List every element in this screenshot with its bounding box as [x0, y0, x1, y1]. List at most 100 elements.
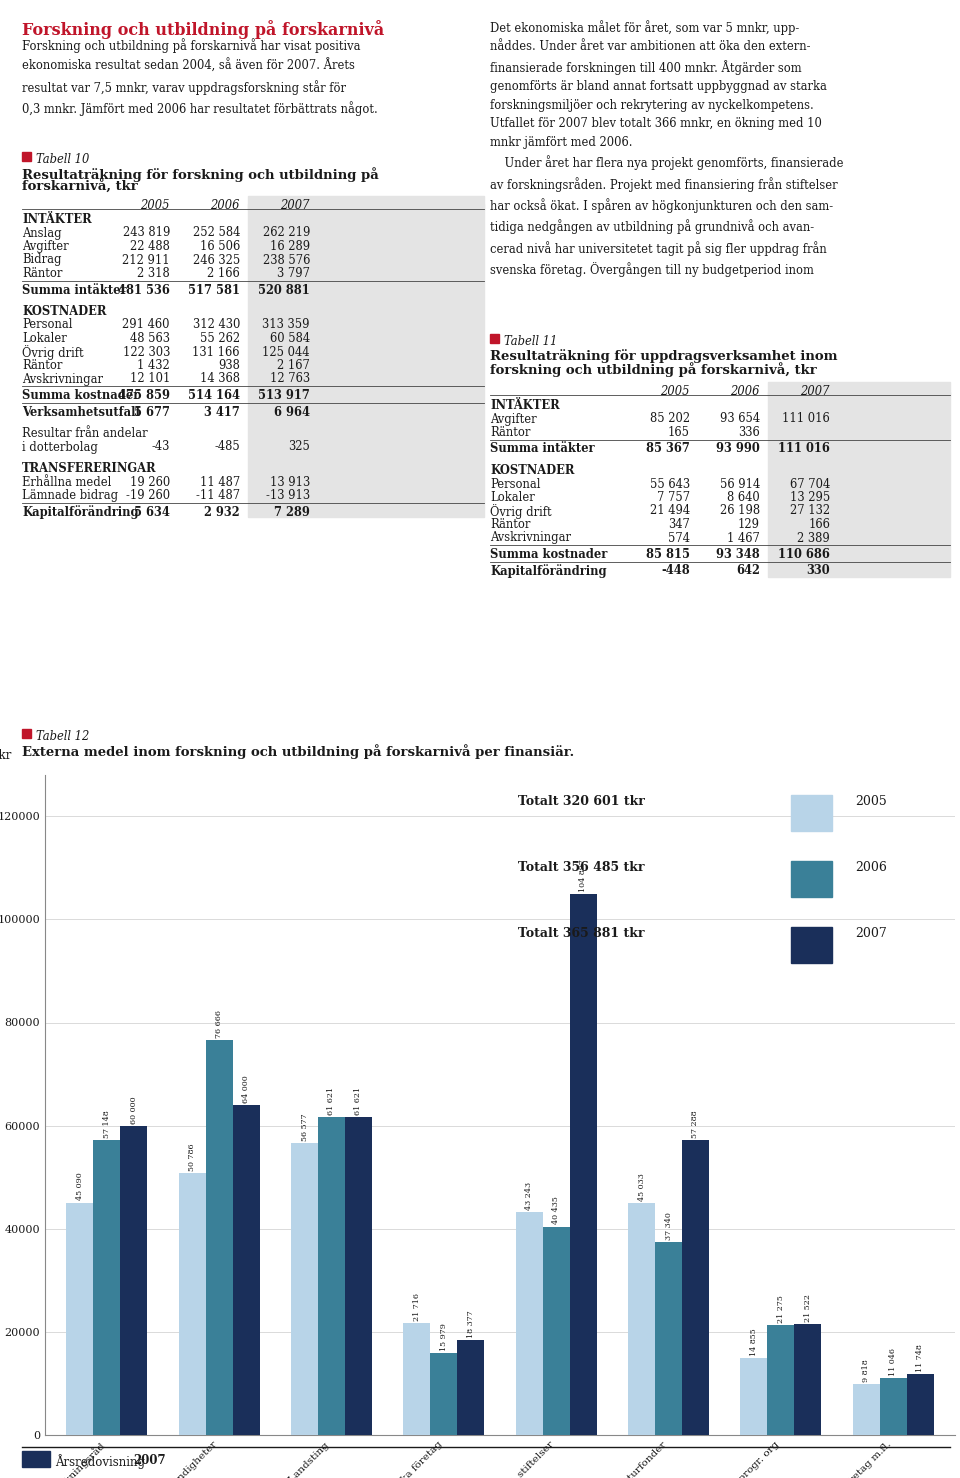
Bar [66, 1203, 93, 1435]
Text: forskning och utbildning på forskarnivå, tkr: forskning och utbildning på forskarnivå,… [490, 362, 817, 377]
Text: 513 917: 513 917 [258, 389, 310, 402]
Bar [542, 1227, 569, 1435]
Text: 125 044: 125 044 [262, 346, 310, 359]
Text: 2007: 2007 [855, 927, 887, 940]
Text: 246 325: 246 325 [193, 254, 240, 266]
Text: 85 202: 85 202 [650, 412, 690, 426]
Text: 37 340: 37 340 [664, 1212, 673, 1240]
Text: Totalt 356 485 tkr: Totalt 356 485 tkr [518, 860, 645, 873]
Bar [794, 1324, 822, 1435]
Text: 10: 10 [28, 1454, 44, 1468]
Bar [628, 1203, 655, 1435]
Text: 14 368: 14 368 [200, 372, 240, 386]
Text: 40 435: 40 435 [552, 1197, 561, 1224]
Text: -11 487: -11 487 [196, 489, 240, 503]
Bar [345, 1117, 372, 1435]
Bar [879, 1377, 906, 1435]
Text: 15 979: 15 979 [440, 1323, 447, 1351]
Text: 60 584: 60 584 [270, 333, 310, 344]
Text: 26 198: 26 198 [720, 504, 760, 517]
Text: 21 494: 21 494 [650, 504, 690, 517]
Text: Kapitalförändring: Kapitalförändring [490, 565, 607, 578]
Text: 48 563: 48 563 [130, 333, 170, 344]
Bar [179, 1174, 205, 1435]
Text: Avgifter: Avgifter [22, 239, 68, 253]
Text: TRANSFERERINGAR: TRANSFERERINGAR [22, 463, 156, 474]
Text: Personal: Personal [22, 318, 73, 331]
Text: Tabell 12: Tabell 12 [36, 730, 89, 743]
Text: 61 621: 61 621 [327, 1088, 335, 1116]
Bar [768, 381, 950, 396]
Text: -485: -485 [214, 440, 240, 454]
Text: 129: 129 [738, 517, 760, 531]
Text: 111 016: 111 016 [782, 412, 830, 426]
Text: 45 090: 45 090 [76, 1172, 84, 1200]
Text: Verksamhetsutfall: Verksamhetsutfall [22, 405, 140, 418]
Text: tkr: tkr [0, 749, 12, 761]
Bar [318, 1117, 345, 1435]
Text: 76 666: 76 666 [215, 1009, 223, 1038]
Bar [403, 1323, 430, 1435]
Bar [767, 1326, 794, 1435]
Text: 2007: 2007 [133, 1454, 166, 1468]
Text: 111 016: 111 016 [779, 442, 830, 455]
Text: 12 101: 12 101 [130, 372, 170, 386]
Text: 574: 574 [668, 532, 690, 544]
Text: Övrig drift: Övrig drift [22, 346, 84, 361]
Text: -19 260: -19 260 [126, 489, 170, 503]
Bar [22, 729, 31, 738]
Bar [791, 795, 832, 831]
Text: 3 797: 3 797 [277, 268, 310, 279]
Text: 13 913: 13 913 [270, 476, 310, 489]
Text: 60 000: 60 000 [130, 1097, 137, 1123]
Text: Bidrag: Bidrag [22, 254, 61, 266]
Bar [248, 197, 484, 210]
Text: 131 166: 131 166 [193, 346, 240, 359]
Text: Lokaler: Lokaler [490, 491, 535, 504]
Text: KOSTNADER: KOSTNADER [22, 304, 107, 318]
Text: 93 990: 93 990 [716, 442, 760, 455]
Text: 85 815: 85 815 [646, 548, 690, 562]
Text: Totalt 365 881 tkr: Totalt 365 881 tkr [518, 927, 645, 940]
Text: i dotterbolag: i dotterbolag [22, 440, 98, 454]
Text: -448: -448 [661, 565, 690, 578]
Text: Avskrivningar: Avskrivningar [490, 532, 571, 544]
Text: Räntor: Räntor [490, 426, 530, 439]
Text: 642: 642 [736, 565, 760, 578]
Text: Externa medel inom forskning och utbildning på forskarnivå per finansiär.: Externa medel inom forskning och utbildn… [22, 743, 574, 758]
Text: 85 367: 85 367 [646, 442, 690, 455]
Bar [768, 392, 950, 576]
Text: -13 913: -13 913 [266, 489, 310, 503]
Text: 243 819: 243 819 [123, 226, 170, 239]
Text: 2006: 2006 [210, 200, 240, 211]
Text: 122 303: 122 303 [123, 346, 170, 359]
Bar [22, 152, 31, 161]
Bar [22, 1451, 50, 1468]
Text: -43: -43 [152, 440, 170, 454]
Text: 5 634: 5 634 [134, 505, 170, 519]
Text: 14 855: 14 855 [750, 1329, 757, 1357]
Text: 93 348: 93 348 [716, 548, 760, 562]
Text: Summa kostnader: Summa kostnader [22, 389, 139, 402]
Bar [457, 1341, 484, 1435]
Bar [569, 894, 596, 1435]
Text: Summa intäkter: Summa intäkter [22, 284, 127, 297]
Text: Resultaträkning för uppdragsverksamhet inom: Resultaträkning för uppdragsverksamhet i… [490, 349, 837, 364]
Text: 7 289: 7 289 [275, 505, 310, 519]
Bar [655, 1243, 682, 1435]
Text: 56 577: 56 577 [300, 1113, 308, 1141]
Text: INTÄKTER: INTÄKTER [490, 399, 560, 412]
Text: 67 704: 67 704 [790, 477, 830, 491]
Text: 57 288: 57 288 [691, 1110, 700, 1138]
Text: 514 164: 514 164 [188, 389, 240, 402]
Bar [852, 1385, 879, 1435]
Text: 2006: 2006 [731, 384, 760, 398]
Text: 481 536: 481 536 [118, 284, 170, 297]
Text: 517 581: 517 581 [188, 284, 240, 297]
Text: 11 487: 11 487 [200, 476, 240, 489]
Text: 13 295: 13 295 [790, 491, 830, 504]
Text: 64 000: 64 000 [242, 1075, 251, 1103]
Text: Årsredovisning: Årsredovisning [55, 1454, 149, 1469]
Text: 104 897: 104 897 [579, 859, 588, 893]
Text: Forskning och utbildning på forskarnivå: Forskning och utbildning på forskarnivå [22, 21, 384, 38]
